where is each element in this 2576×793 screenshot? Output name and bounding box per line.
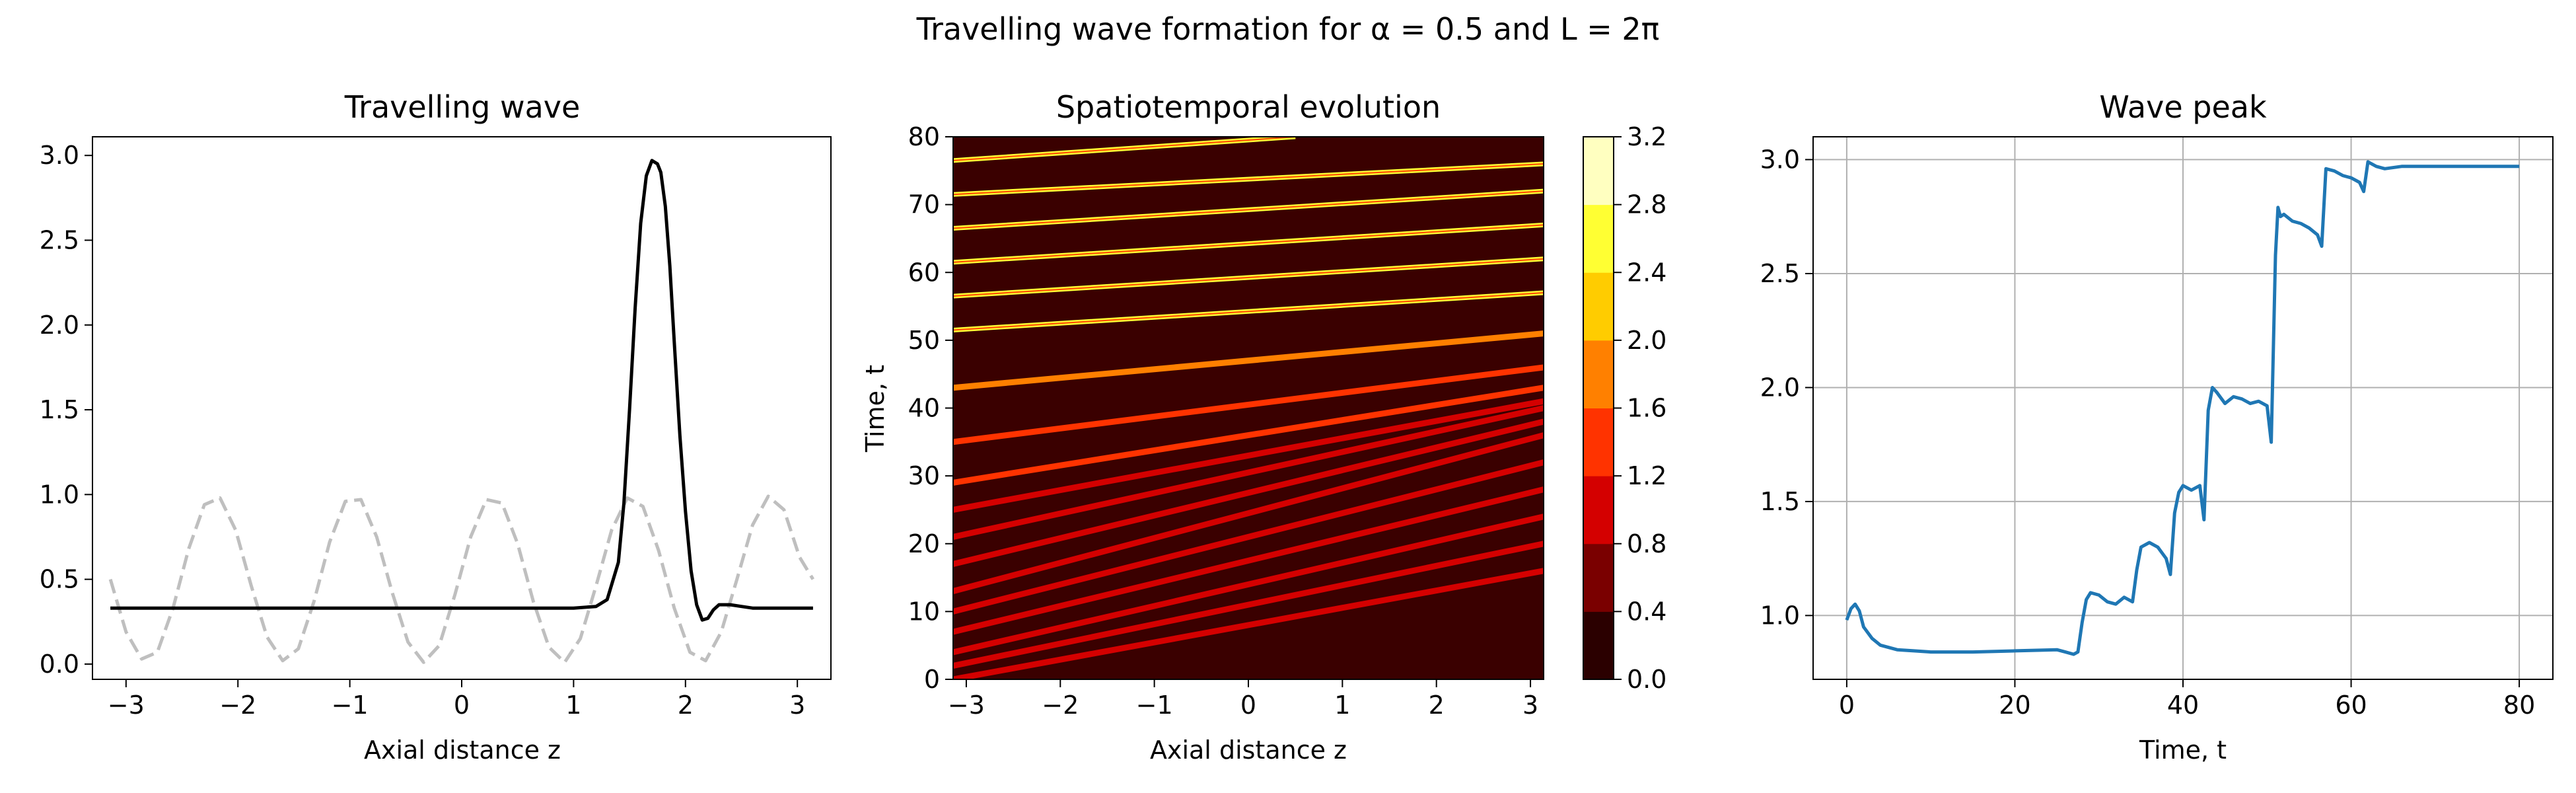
y-tick-label: 1.0 xyxy=(40,480,79,509)
y-tick-label: 2.5 xyxy=(1760,259,1800,288)
series-line xyxy=(108,494,815,664)
travelling-wave-panel: Travelling wave Axial distance z −3 −2 −1 0… xyxy=(40,89,832,765)
axes-frame xyxy=(92,136,832,680)
spatiotemporal-panel: Spatiotemporal evolution Axial distance … xyxy=(861,89,1666,765)
colorbar-tick-label: 0.4 xyxy=(1627,597,1666,626)
x-tick-label: 80 xyxy=(2503,691,2535,720)
x-tick-label: −2 xyxy=(219,691,256,720)
x-tick-label: 1 xyxy=(565,691,581,720)
panel-title: Travelling wave xyxy=(344,89,581,125)
heatmap-area xyxy=(953,137,1544,679)
x-tick-label: −2 xyxy=(1042,691,1079,720)
x-tick-label: 60 xyxy=(2335,691,2367,720)
colorbar-segment xyxy=(1583,340,1614,408)
wave-band xyxy=(953,541,1544,669)
wave-band xyxy=(953,513,1544,656)
panel-title: Wave peak xyxy=(2099,89,2267,125)
series-line xyxy=(110,159,813,622)
colorbar-segment xyxy=(1583,272,1614,341)
colorbar-segment xyxy=(1583,204,1614,273)
x-tick-label: 40 xyxy=(2167,691,2199,720)
colorbar-segment xyxy=(1583,611,1614,680)
y-tick-label: 20 xyxy=(908,529,940,558)
colorbar-segment xyxy=(1583,408,1614,476)
y-tick-label: 2.0 xyxy=(1760,373,1800,402)
y-tick-label: 30 xyxy=(908,461,940,490)
y-tick-label: 60 xyxy=(908,258,940,287)
wave-band xyxy=(953,398,1544,513)
wave-band xyxy=(953,486,1544,635)
x-tick-label: 20 xyxy=(1999,691,2030,720)
colorbar-tick-label: 2.0 xyxy=(1627,326,1666,355)
x-tick-label: −3 xyxy=(108,691,145,720)
colorbar-tick-label: 2.8 xyxy=(1627,190,1666,219)
wave-band-edge xyxy=(953,163,1544,196)
colorbar-tick-label: 2.4 xyxy=(1627,258,1666,287)
x-axis-label: Time, t xyxy=(2139,736,2227,765)
heatmap-background xyxy=(953,137,1544,679)
y-axis-label: Time, t xyxy=(861,365,890,453)
colorbar-segment xyxy=(1583,543,1614,612)
wave-band xyxy=(953,418,1544,567)
x-tick-label: 2 xyxy=(1429,691,1445,720)
x-tick-label: −1 xyxy=(332,691,369,720)
wave-band-edge xyxy=(953,137,1296,161)
figure-suptitle: Travelling wave formation for α = 0.5 an… xyxy=(916,11,1660,47)
y-tick-label: 2.0 xyxy=(40,311,79,340)
y-tick-label: 70 xyxy=(908,190,940,219)
y-tick-label: 0.0 xyxy=(40,650,79,679)
colorbar-segment xyxy=(1583,476,1614,545)
colorbar-tick-label: 1.2 xyxy=(1627,461,1666,490)
x-tick-label: 1 xyxy=(1334,691,1350,720)
wave-band xyxy=(953,568,1544,679)
colorbar-tick-label: 0.8 xyxy=(1627,529,1666,558)
x-tick-label: −1 xyxy=(1136,691,1173,720)
y-tick-label: 1.5 xyxy=(40,395,79,424)
wave-band-edge xyxy=(953,292,1544,331)
wave-band-edge xyxy=(953,224,1544,263)
y-tick-label: 1.0 xyxy=(1760,601,1800,630)
x-tick-label: 0 xyxy=(454,691,470,720)
wave-band xyxy=(953,432,1544,594)
y-tick-label: 80 xyxy=(908,122,940,151)
colorbar-tick-label: 1.6 xyxy=(1627,394,1666,423)
wave-band xyxy=(953,405,1544,540)
colorbar-tick-label: 0.0 xyxy=(1627,665,1666,694)
y-tick-label: 3.0 xyxy=(40,141,79,170)
wave-band xyxy=(953,330,1544,391)
x-tick-label: 0 xyxy=(1240,691,1256,720)
wave-band xyxy=(953,459,1544,615)
wave-band-edge xyxy=(953,190,1544,229)
y-tick-label: 0.5 xyxy=(40,565,79,594)
wave-band-edge xyxy=(953,258,1544,297)
wave-band xyxy=(953,385,1544,486)
y-tick-label: 50 xyxy=(908,326,940,355)
colorbar-tick-label: 3.2 xyxy=(1627,122,1666,151)
wave-peak-panel: Wave peak Time, t 0 20 40 60 80 1.0 1.5 2.0 2.5 3… xyxy=(1760,89,2554,765)
x-tick-label: 2 xyxy=(678,691,694,720)
panel-title: Spatiotemporal evolution xyxy=(1056,89,1441,125)
x-axis-label: Axial distance z xyxy=(1150,736,1347,765)
x-tick-label: 3 xyxy=(1522,691,1538,720)
x-tick-label: −3 xyxy=(948,691,985,720)
series-line xyxy=(1845,160,2520,656)
x-tick-label: 3 xyxy=(789,691,805,720)
y-tick-label: 0 xyxy=(924,665,940,694)
y-tick-label: 10 xyxy=(908,597,940,626)
y-tick-label: 3.0 xyxy=(1760,145,1800,174)
x-axis-label: Axial distance z xyxy=(364,736,561,765)
y-tick-label: 40 xyxy=(908,394,940,423)
y-tick-label: 2.5 xyxy=(40,226,79,255)
wave-band xyxy=(953,364,1544,445)
x-tick-label: 0 xyxy=(1839,691,1855,720)
colorbar-segment xyxy=(1583,137,1614,206)
y-tick-label: 1.5 xyxy=(1760,487,1800,516)
